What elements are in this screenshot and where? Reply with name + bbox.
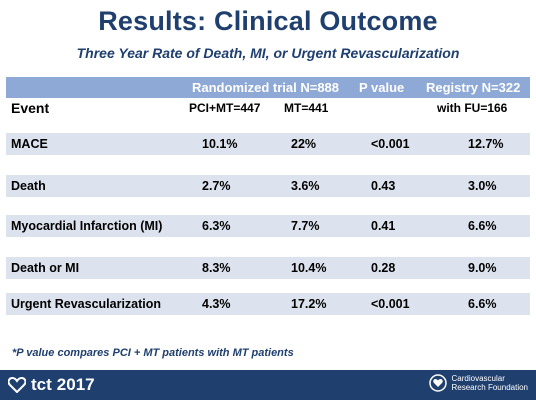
cell-pci-mt: 6.3% — [202, 219, 231, 233]
header-registry-fu: with FU=166 — [437, 101, 508, 115]
cell-registry: 12.7% — [468, 137, 504, 151]
cell-p-value: 0.41 — [371, 219, 396, 233]
cell-registry: 9.0% — [468, 261, 497, 275]
row-label: Myocardial Infarction (MI) — [11, 219, 163, 233]
header-event: Event — [11, 100, 50, 116]
slide-subtitle: Three Year Rate of Death, MI, or Urgent … — [76, 45, 460, 61]
crf-logo: Cardiovascular Research Foundation — [428, 374, 529, 392]
tct-label: tct — [31, 375, 52, 394]
heart-icon — [8, 377, 26, 393]
table-row: Myocardial Infarction (MI) 6.3% 7.7% 0.4… — [6, 215, 530, 237]
table-row: MACE 10.1% 22% <0.001 12.7% — [6, 133, 530, 155]
row-label: MACE — [11, 137, 48, 151]
header-pci-mt: PCI+MT=447 — [189, 101, 261, 115]
header-randomized-trial: Randomized trial N=888 — [192, 80, 340, 95]
row-label: Urgent Revascularization — [11, 297, 162, 311]
table-row: Death 2.7% 3.6% 0.43 3.0% — [6, 175, 530, 197]
cell-p-value: 0.43 — [371, 179, 396, 193]
footnote: *P value compares PCI + MT patients with… — [12, 347, 294, 359]
cell-p-value: <0.001 — [371, 297, 410, 311]
slide-title: Results: Clinical Outcome — [98, 6, 438, 36]
table-row: Urgent Revascularization 4.3% 17.2% <0.0… — [6, 293, 530, 315]
cell-p-value: 0.28 — [371, 261, 396, 275]
header-p-value: P value — [359, 80, 405, 95]
cell-mt: 22% — [291, 137, 317, 151]
cell-mt: 7.7% — [291, 219, 320, 233]
cell-pci-mt: 2.7% — [202, 179, 231, 193]
table-header-top: Randomized trial N=888 P value Registry … — [6, 77, 530, 98]
row-label: Death or MI — [11, 261, 80, 275]
cell-p-value: <0.001 — [371, 137, 410, 151]
table-header-sub: Event PCI+MT=447 MT=441 with FU=166 — [6, 98, 530, 118]
cell-pci-mt: 4.3% — [202, 297, 231, 311]
cell-pci-mt: 10.1% — [202, 137, 238, 151]
crf-heart-icon — [428, 374, 447, 392]
header-mt: MT=441 — [284, 101, 329, 115]
row-label: Death — [11, 179, 46, 193]
cell-pci-mt: 8.3% — [202, 261, 231, 275]
cell-registry: 3.0% — [468, 179, 497, 193]
header-registry: Registry N=322 — [426, 80, 521, 95]
tct-year: 2017 — [56, 375, 95, 394]
cell-mt: 10.4% — [291, 261, 327, 275]
cell-registry: 6.6% — [468, 297, 497, 311]
crf-line1: Cardiovascular — [451, 374, 505, 383]
table-row: Death or MI 8.3% 10.4% 0.28 9.0% — [6, 257, 530, 279]
cell-mt: 3.6% — [291, 179, 320, 193]
cell-registry: 6.6% — [468, 219, 497, 233]
cell-mt: 17.2% — [291, 297, 327, 311]
crf-line2: Research Foundation — [451, 383, 529, 392]
footer-bar: tct 2017 Cardiovascular Research Foundati… — [0, 370, 536, 400]
tct-logo: tct 2017 — [8, 375, 95, 395]
